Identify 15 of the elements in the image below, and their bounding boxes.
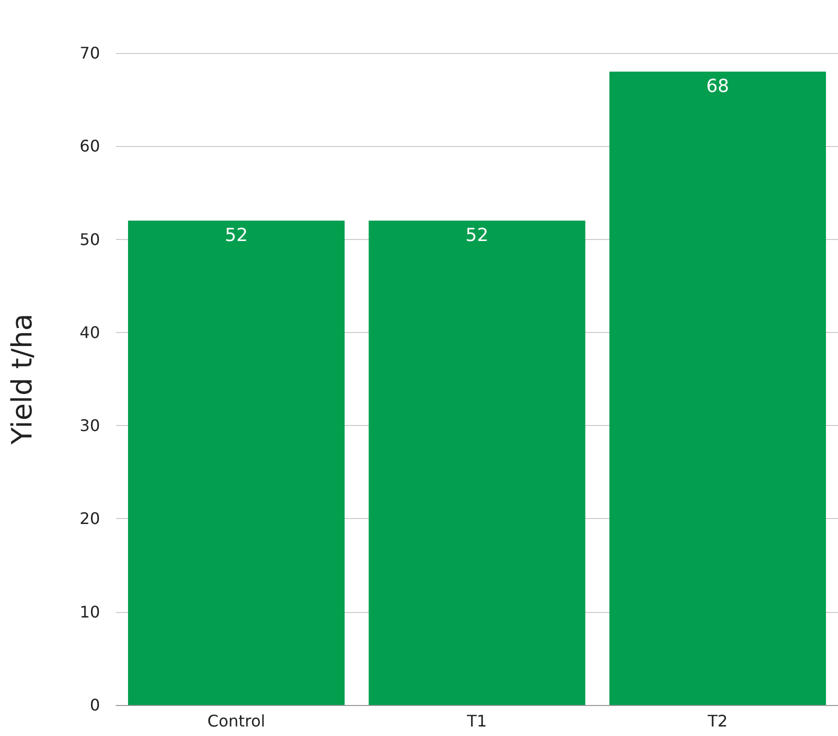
data-label: 52 — [466, 225, 488, 246]
y-tick-label: 70 — [80, 44, 100, 62]
y-tick-label: 50 — [80, 230, 100, 249]
data-label: 52 — [224, 225, 248, 246]
y-tick-label: 30 — [80, 416, 100, 436]
x-tick-label: T2 — [706, 712, 728, 730]
y-tick-label: 10 — [80, 602, 100, 622]
data-label: 68 — [706, 76, 730, 98]
y-axis-title: Yield t/ha — [6, 314, 38, 446]
y-tick-label: 40 — [80, 322, 100, 342]
y-tick-label: 0 — [90, 696, 100, 714]
y-tick-label: 60 — [80, 136, 100, 156]
x-tick-label: Control — [207, 712, 266, 730]
x-tick-label: T1 — [466, 712, 487, 730]
y-tick-label: 20 — [80, 509, 100, 528]
